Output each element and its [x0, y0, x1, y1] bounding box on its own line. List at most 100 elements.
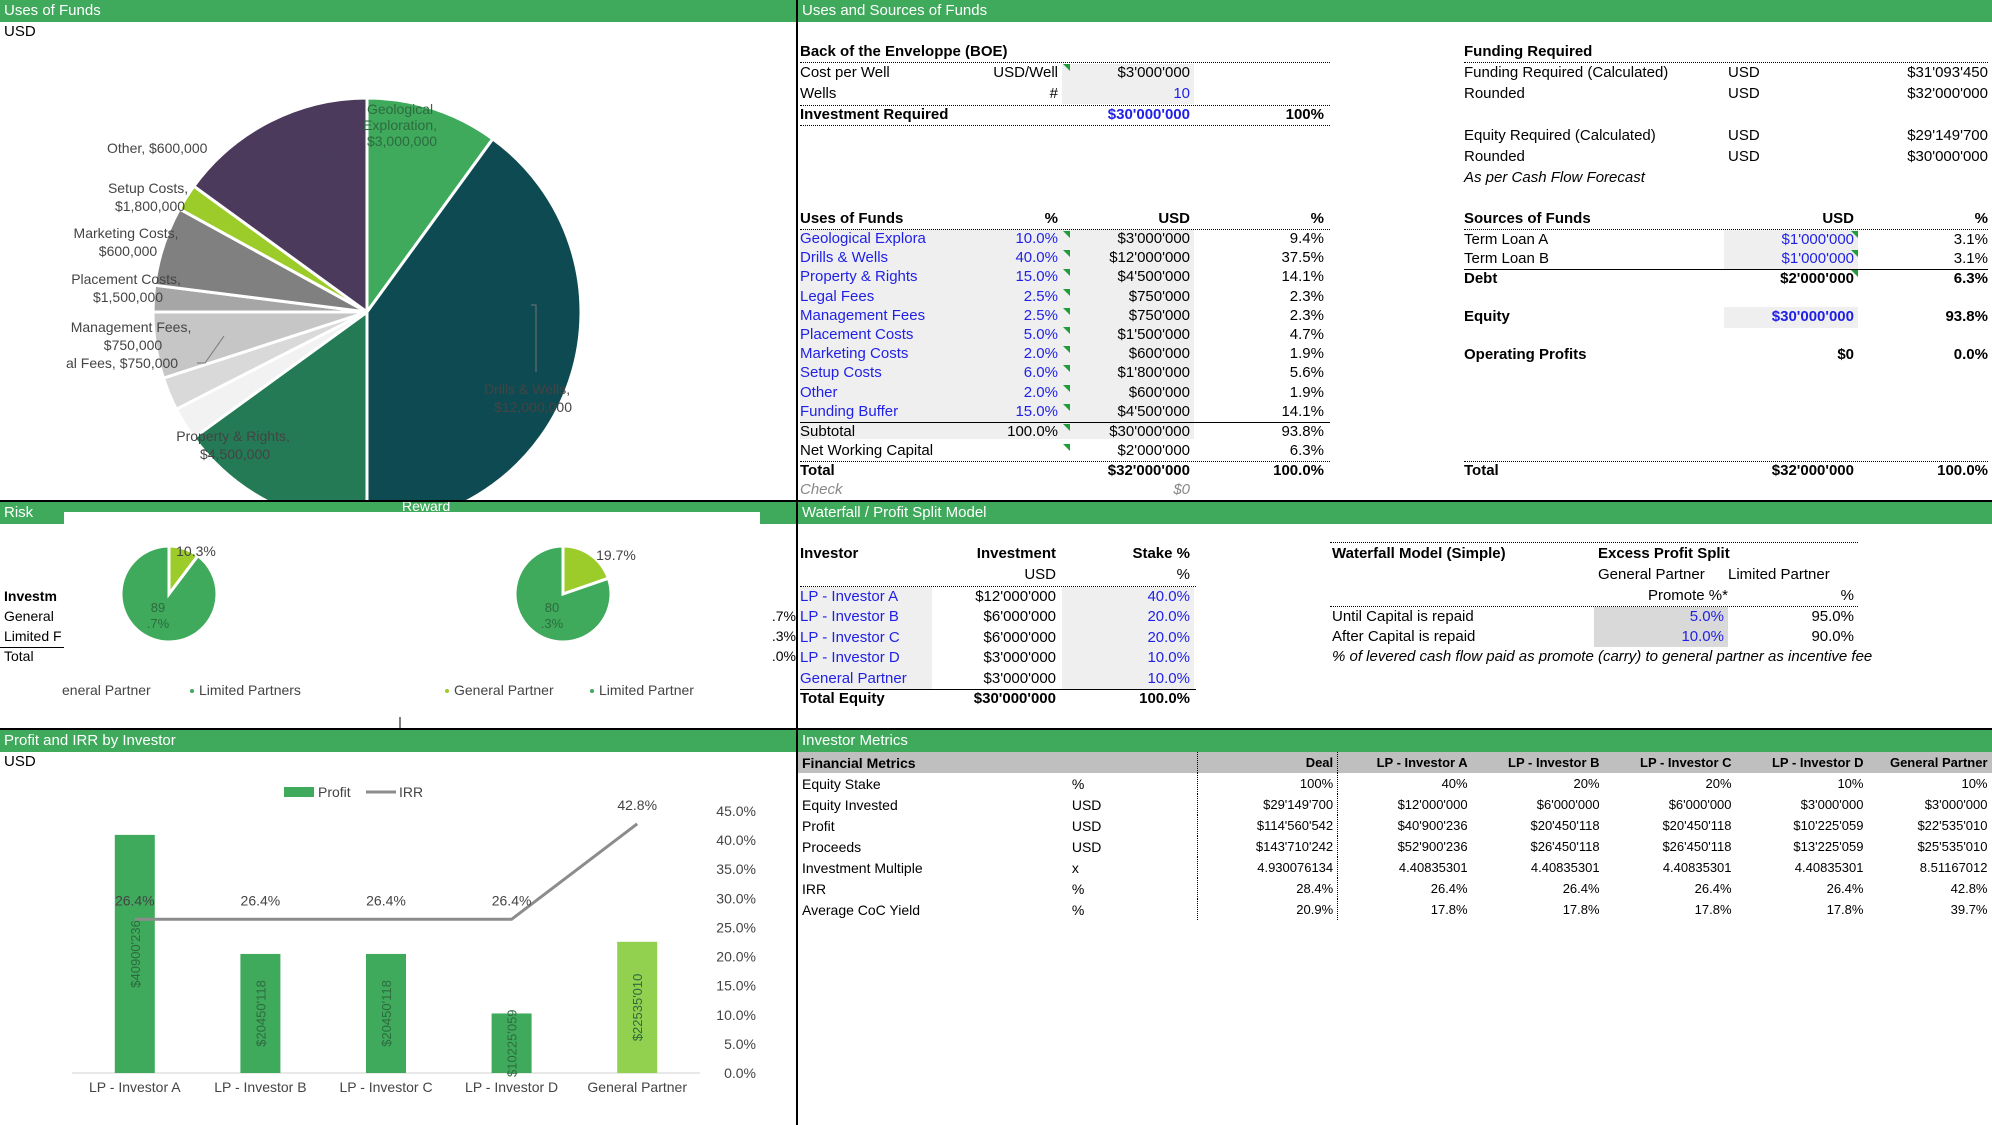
uses-pie-chart[interactable]: Geological Exploration, $3,000,000 Drill…: [0, 22, 796, 502]
wf-stake[interactable]: 10.0%: [1147, 649, 1190, 667]
metrics-header-cell: Deal: [1197, 752, 1338, 773]
metrics-cell: $40'900'236: [1337, 815, 1472, 836]
uses-row-pct[interactable]: 2.5%: [1023, 287, 1058, 305]
uses-pie-slice-1[interactable]: [365, 136, 583, 502]
wf-investor-name[interactable]: General Partner: [800, 669, 907, 687]
risk-gp-pct: 10.3%: [176, 543, 216, 559]
uses-row-pct2: 4.7%: [1289, 326, 1324, 343]
metrics-cell: $12'000'000: [1337, 794, 1472, 815]
reward-pie-slice-1[interactable]: [513, 544, 613, 644]
metrics-cell: x: [1071, 859, 1079, 876]
wf-investor-name[interactable]: LP - Investor C: [800, 628, 900, 646]
funding-rounded-label: Rounded: [1464, 85, 1525, 102]
irr-point-label: 26.4%: [241, 892, 281, 908]
reward-chart-title: Reward: [402, 502, 451, 514]
pie-label-legal: al Fees, $750,000: [66, 355, 178, 371]
wf-stake[interactable]: 20.0%: [1147, 608, 1190, 626]
equity-calc-unit: USD: [1728, 127, 1760, 144]
risk-pie-chart[interactable]: 10.3% 89 .7% 19.7% 80 .3% eneral Partner…: [0, 524, 796, 728]
divider: [800, 586, 1196, 587]
uses-row-pct[interactable]: 15.0%: [1015, 402, 1058, 420]
wf-row2-gp[interactable]: 10.0%: [1681, 628, 1724, 645]
cost-per-well-value[interactable]: $3'000'000: [1117, 64, 1190, 81]
equity-value[interactable]: $30'000'000: [1771, 308, 1854, 325]
funding-calc-label: Funding Required (Calculated): [1464, 64, 1669, 81]
equity-calc-value: $29'149'700: [1907, 127, 1988, 144]
funding-rounded-value: $32'000'000: [1907, 85, 1988, 102]
wf-investment: $6'000'000: [983, 628, 1056, 646]
uses-header-pct: %: [1044, 210, 1058, 227]
uses-row-pct[interactable]: 2.0%: [1023, 383, 1058, 401]
profit-bar[interactable]: [114, 834, 155, 1073]
uses-row-pct[interactable]: 15.0%: [1015, 268, 1058, 286]
uses-pie-slice-2[interactable]: [191, 309, 369, 502]
uses-row-label[interactable]: Other: [800, 383, 838, 401]
wf-investor-name[interactable]: LP - Investor A: [800, 588, 899, 605]
comment-flag: [1063, 403, 1070, 411]
pie-label-other: Other, $600,000: [107, 140, 208, 156]
uses-row-pct[interactable]: 5.0%: [1023, 326, 1058, 343]
horizontal-divider: [0, 500, 1992, 502]
wf-stake[interactable]: 10.0%: [1147, 669, 1190, 687]
loan-b-value[interactable]: $1'000'000: [1781, 250, 1854, 267]
wf-stake[interactable]: 20.0%: [1147, 628, 1190, 646]
metrics-header-cell: [1067, 752, 1198, 773]
uses-input-shade: [800, 229, 1064, 439]
risk-reward-panel: Risk Investm General Limited F Total .7%…: [0, 502, 796, 728]
wf-stake[interactable]: 40.0%: [1147, 588, 1190, 605]
loan-a-pct: 3.1%: [1953, 231, 1988, 248]
uses-row-label[interactable]: Marketing Costs: [800, 345, 909, 363]
risk-table-lp: Limited F: [4, 628, 62, 644]
check-label: Check: [800, 481, 843, 498]
risk-pie-slice-1[interactable]: [119, 544, 219, 644]
uses-row-pct[interactable]: 10.0%: [1015, 230, 1058, 247]
uses-row-label[interactable]: Property & Rights: [800, 268, 918, 286]
wf-total-stake: 100.0%: [1139, 690, 1190, 707]
metrics-cell: 28.4%: [1197, 878, 1338, 899]
metrics-row: Proceeds USD $143'710'242 $52'900'236 $26'45…: [798, 836, 1992, 857]
divider: [800, 62, 1330, 63]
uses-pie-slice-0[interactable]: [365, 96, 495, 317]
equity-rounded-label: Rounded: [1464, 148, 1525, 165]
loan-a-value[interactable]: $1'000'000: [1781, 231, 1854, 248]
wf-gp-head: General Partner: [1598, 566, 1705, 583]
uses-row-label[interactable]: Setup Costs: [800, 364, 882, 382]
legend-profit-swatch: [284, 787, 314, 797]
wells-value[interactable]: 10: [1173, 85, 1190, 102]
uses-row-label[interactable]: Funding Buffer: [800, 402, 899, 420]
uses-row-pct[interactable]: 2.5%: [1023, 306, 1058, 324]
debt-pct: 6.3%: [1953, 270, 1988, 287]
risk-table-head: Investm: [4, 588, 57, 604]
wf-investor-name[interactable]: LP - Investor D: [800, 649, 900, 667]
irr-point-label: 26.4%: [492, 892, 532, 908]
irr-line[interactable]: [134, 822, 639, 921]
profit-bar[interactable]: [240, 953, 281, 1073]
metrics-cell: IRR: [802, 880, 827, 897]
uses-row-label[interactable]: Geological Explora: [800, 230, 926, 247]
wf-investor-name[interactable]: LP - Investor B: [800, 608, 899, 626]
comment-flag: [1063, 64, 1070, 71]
loan-shade: [1724, 230, 1858, 269]
panel-title: Uses and Sources of Funds: [798, 0, 1992, 22]
uses-row-usd: $750'000: [1128, 306, 1190, 324]
uses-row-pct[interactable]: 6.0%: [1023, 364, 1058, 382]
reward-gp-pct: 19.7%: [596, 547, 636, 563]
profit-bar[interactable]: [617, 941, 658, 1073]
uses-row-label[interactable]: Legal Fees: [800, 287, 875, 305]
boe-heading: Back of the Enveloppe (BOE): [800, 43, 1008, 60]
uses-and-sources-panel: Uses and Sources of Funds Back of the En…: [798, 0, 1992, 502]
profit-irr-chart[interactable]: Profit IRR 0.0% 5.0% 10.0% 15.0% 20.0% 25.0% 3…: [0, 752, 796, 1125]
profit-bar[interactable]: [366, 953, 406, 1073]
x-category-label: LP - Investor D: [465, 1079, 558, 1095]
wf-row1-gp[interactable]: 5.0%: [1689, 608, 1724, 625]
profit-bar[interactable]: [491, 1013, 532, 1073]
uses-pie-slice-9[interactable]: [191, 96, 369, 315]
uses-row-label[interactable]: Drills & Wells: [800, 249, 889, 267]
nwc-usd: $2'000'000: [1117, 442, 1190, 459]
uses-row-pct[interactable]: 40.0%: [1015, 249, 1058, 267]
uses-total-usd: $32'000'000: [1107, 462, 1190, 479]
uses-row-pct[interactable]: 2.0%: [1023, 345, 1058, 363]
subtotal-pct: 100.0%: [1007, 423, 1058, 440]
uses-row-label[interactable]: Placement Costs: [800, 326, 914, 343]
uses-row-label[interactable]: Management Fees: [800, 306, 926, 324]
